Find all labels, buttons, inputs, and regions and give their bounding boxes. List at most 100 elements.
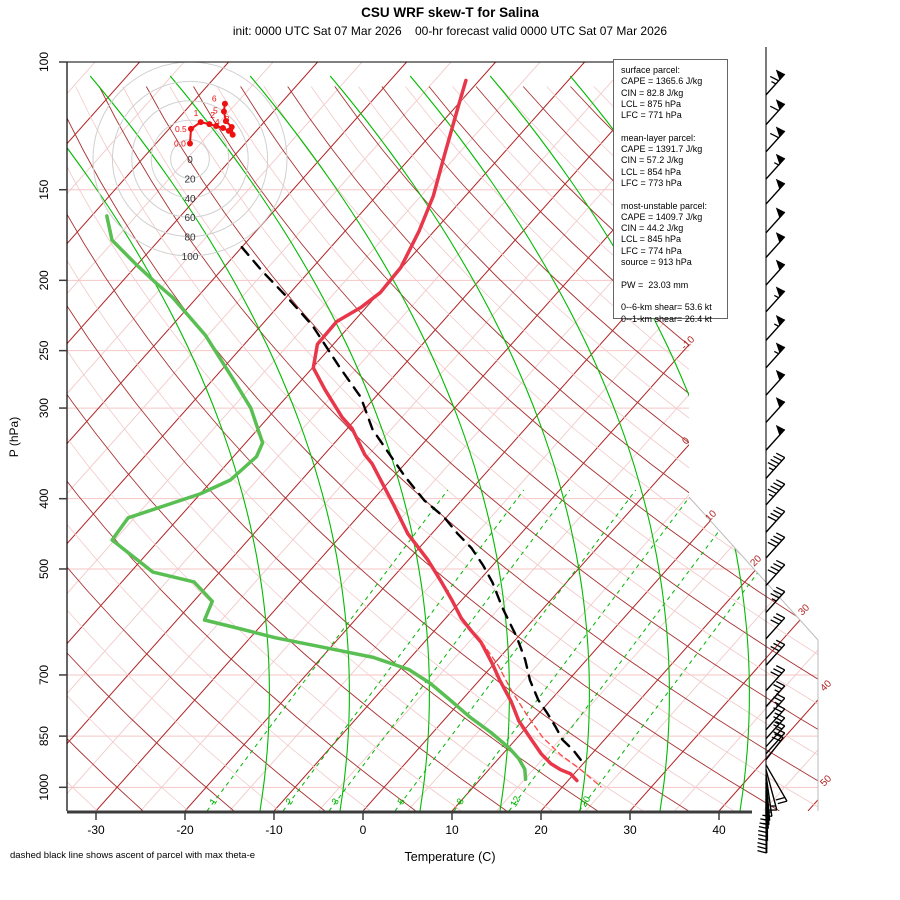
info-box-line: source = 913 hPa: [621, 257, 692, 268]
info-box-line: CAPE = 1409.7 J/kg: [621, 211, 703, 222]
info-box-line: [621, 291, 727, 302]
wind-barb: [765, 733, 784, 761]
parcel-info-box: surface parcel: CAPE = 1365.6 J/kg CIN = 8…: [613, 59, 728, 324]
chart-subtitle: init: 0000 UTC Sat 07 Mar 2026 00-hr for…: [232, 24, 668, 38]
info-box-line: most-unstable parcel:: [621, 200, 708, 211]
y-tick-label: 200: [37, 270, 51, 290]
x-tick-label: 10: [445, 823, 459, 837]
isotherm-label: 40: [818, 678, 834, 694]
y-tick-label: 400: [37, 488, 51, 508]
mixing-ratio-labels: 1 2 3 5 8 12 20: [208, 794, 593, 809]
dry-adiabat-lines: [67, 86, 818, 811]
x-tick-label: 40: [712, 823, 726, 837]
wind-barb: [765, 99, 786, 126]
mixing-ratio-lines: [206, 489, 818, 811]
wind-barb: [757, 810, 768, 854]
info-box-line: 0--1-km shear= 26.4 kt: [621, 313, 712, 324]
hodograph-km-label: 6: [212, 94, 217, 104]
axes: -30 -20 -10 0 10 20 30 401001502002503004005007…: [37, 52, 752, 837]
hodograph-ring: [131, 100, 249, 218]
y-axis-label: P (hPa): [7, 416, 21, 458]
y-tick-label: 1000: [37, 774, 51, 801]
hodograph-ring-label: 100: [182, 252, 199, 263]
wind-barb: [765, 713, 786, 740]
info-box-line: CIN = 57.2 J/kg: [621, 155, 684, 166]
y-tick-label: 250: [37, 340, 51, 360]
wind-barb: [765, 69, 786, 96]
hodograph-ring-label: 80: [184, 233, 196, 244]
x-tick-label: 20: [534, 823, 548, 837]
y-tick-label: 150: [37, 179, 51, 199]
info-box-line: LCL = 854 hPa: [621, 166, 681, 177]
wind-barb: [765, 586, 786, 613]
wind-barb: [765, 126, 786, 153]
wind-barb: [765, 259, 786, 286]
wind-barb: [765, 315, 786, 341]
hodograph-km-label: 2: [210, 110, 215, 120]
svg-text:5: 5: [396, 797, 408, 807]
y-tick-label: 300: [37, 398, 51, 418]
info-box-line: [621, 189, 727, 200]
page-title: CSU WRF skew-T for Salina: [361, 5, 539, 20]
svg-text:8: 8: [455, 797, 467, 807]
hodograph-ring-label: 20: [184, 174, 196, 185]
hodograph-point: [220, 108, 227, 115]
wind-barb: [765, 452, 786, 479]
hodograph-km-label: 5: [213, 105, 218, 115]
x-axis-label: Temperature (C): [404, 850, 496, 864]
wind-barb: [765, 639, 786, 666]
info-box-line: LCL = 845 hPa: [621, 234, 681, 245]
hodograph-point: [187, 125, 194, 132]
isotherm-label: -10: [679, 334, 697, 352]
wind-barb: [765, 532, 786, 559]
wind-barb: [765, 207, 786, 234]
wind-barb: [765, 369, 786, 396]
svg-text:1: 1: [208, 797, 220, 807]
hodograph-point: [221, 100, 228, 107]
parcel-curve: [240, 246, 585, 764]
wind-barb: [765, 764, 788, 805]
info-box-line: LFC = 773 hPa: [621, 177, 682, 188]
info-box-line: 0--6-km shear= 53.6 kt: [621, 302, 712, 313]
svg-text:20: 20: [578, 794, 593, 809]
y-tick-label: 500: [37, 559, 51, 579]
wind-barb: [765, 232, 786, 258]
wind-barb: [765, 286, 786, 313]
hodograph-point: [219, 124, 226, 131]
hodograph-point: [229, 131, 236, 138]
wind-barb: [765, 693, 786, 720]
info-box-line: PW = 23.03 mm: [621, 279, 689, 290]
region-border-diagonal: [688, 496, 819, 641]
svg-text:12: 12: [508, 794, 523, 809]
temperature-curve: [311, 78, 579, 783]
svg-text:2: 2: [284, 797, 296, 807]
wind-barb: [765, 665, 786, 692]
hodograph-ring: [111, 80, 269, 238]
info-box-line: LFC = 774 hPa: [621, 245, 682, 256]
hodograph-point: [222, 118, 229, 125]
info-box-line: CIN = 82.8 J/kg: [621, 87, 684, 98]
x-tick-label: -10: [265, 823, 283, 837]
y-tick-label: 100: [37, 52, 51, 72]
svg-text:3: 3: [330, 797, 342, 807]
hodograph-point: [187, 140, 193, 147]
isotherm-label: 30: [796, 602, 812, 618]
isotherm-labels: -10 0 10 20 30 40 50: [679, 334, 834, 789]
info-box-line: CIN = 44.2 J/kg: [621, 223, 684, 234]
isotherm-label: 0: [680, 435, 692, 447]
wind-barb: [765, 728, 786, 755]
isotherm-label: 20: [748, 553, 764, 569]
hodograph-km-label: 0.0: [174, 138, 186, 148]
wind-barb: [765, 680, 786, 708]
hodograph-km-label: 1: [194, 108, 199, 118]
wind-barb: [765, 559, 786, 587]
x-tick-label: -30: [87, 823, 105, 837]
info-box-line: mean-layer parcel:: [621, 132, 696, 143]
hodograph-point: [228, 123, 235, 130]
hodograph-point: [213, 123, 220, 130]
hodograph-km-label: 4: [215, 117, 220, 127]
info-box-line: LFC = 771 hPa: [621, 110, 682, 121]
